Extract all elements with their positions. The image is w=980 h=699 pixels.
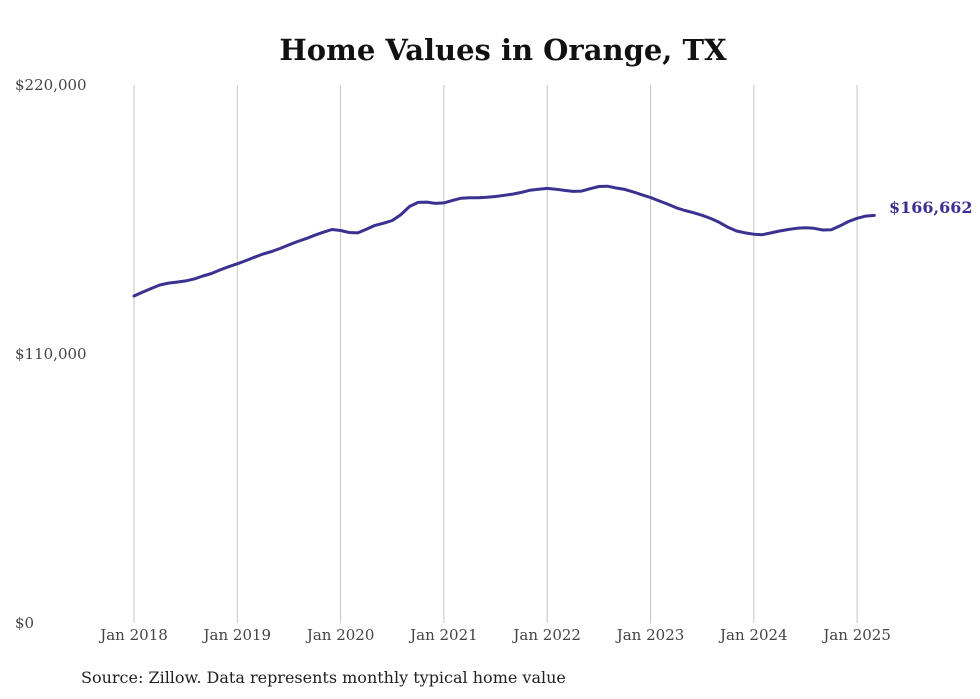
- y-axis-ticks: $0 $110,000 $220,000: [15, 76, 87, 632]
- x-tick-label: Jan 2024: [718, 626, 788, 644]
- x-tick-label: Jan 2021: [408, 626, 478, 644]
- x-tick-label: Jan 2025: [821, 626, 891, 644]
- series-line: [132, 184, 876, 298]
- y-tick-label: $220,000: [15, 76, 87, 94]
- x-tick-label: Jan 2020: [305, 626, 375, 644]
- source-note: Source: Zillow. Data represents monthly …: [81, 668, 566, 687]
- series-layer: [132, 184, 876, 298]
- x-axis-ticks: Jan 2018 Jan 2019 Jan 2020 Jan 2021 Jan 2022…: [98, 626, 891, 644]
- x-tick-label: Jan 2022: [511, 626, 581, 644]
- y-tick-label: $110,000: [15, 345, 87, 363]
- x-tick-label: Jan 2019: [202, 626, 272, 644]
- x-tick-label: Jan 2018: [98, 626, 168, 644]
- y-tick-label: $0: [15, 614, 34, 632]
- x-tick-label: Jan 2023: [615, 626, 685, 644]
- grid-lines: [133, 85, 858, 623]
- chart-title: Home Values in Orange, TX: [279, 33, 727, 67]
- end-value-label: $166,662: [889, 198, 973, 217]
